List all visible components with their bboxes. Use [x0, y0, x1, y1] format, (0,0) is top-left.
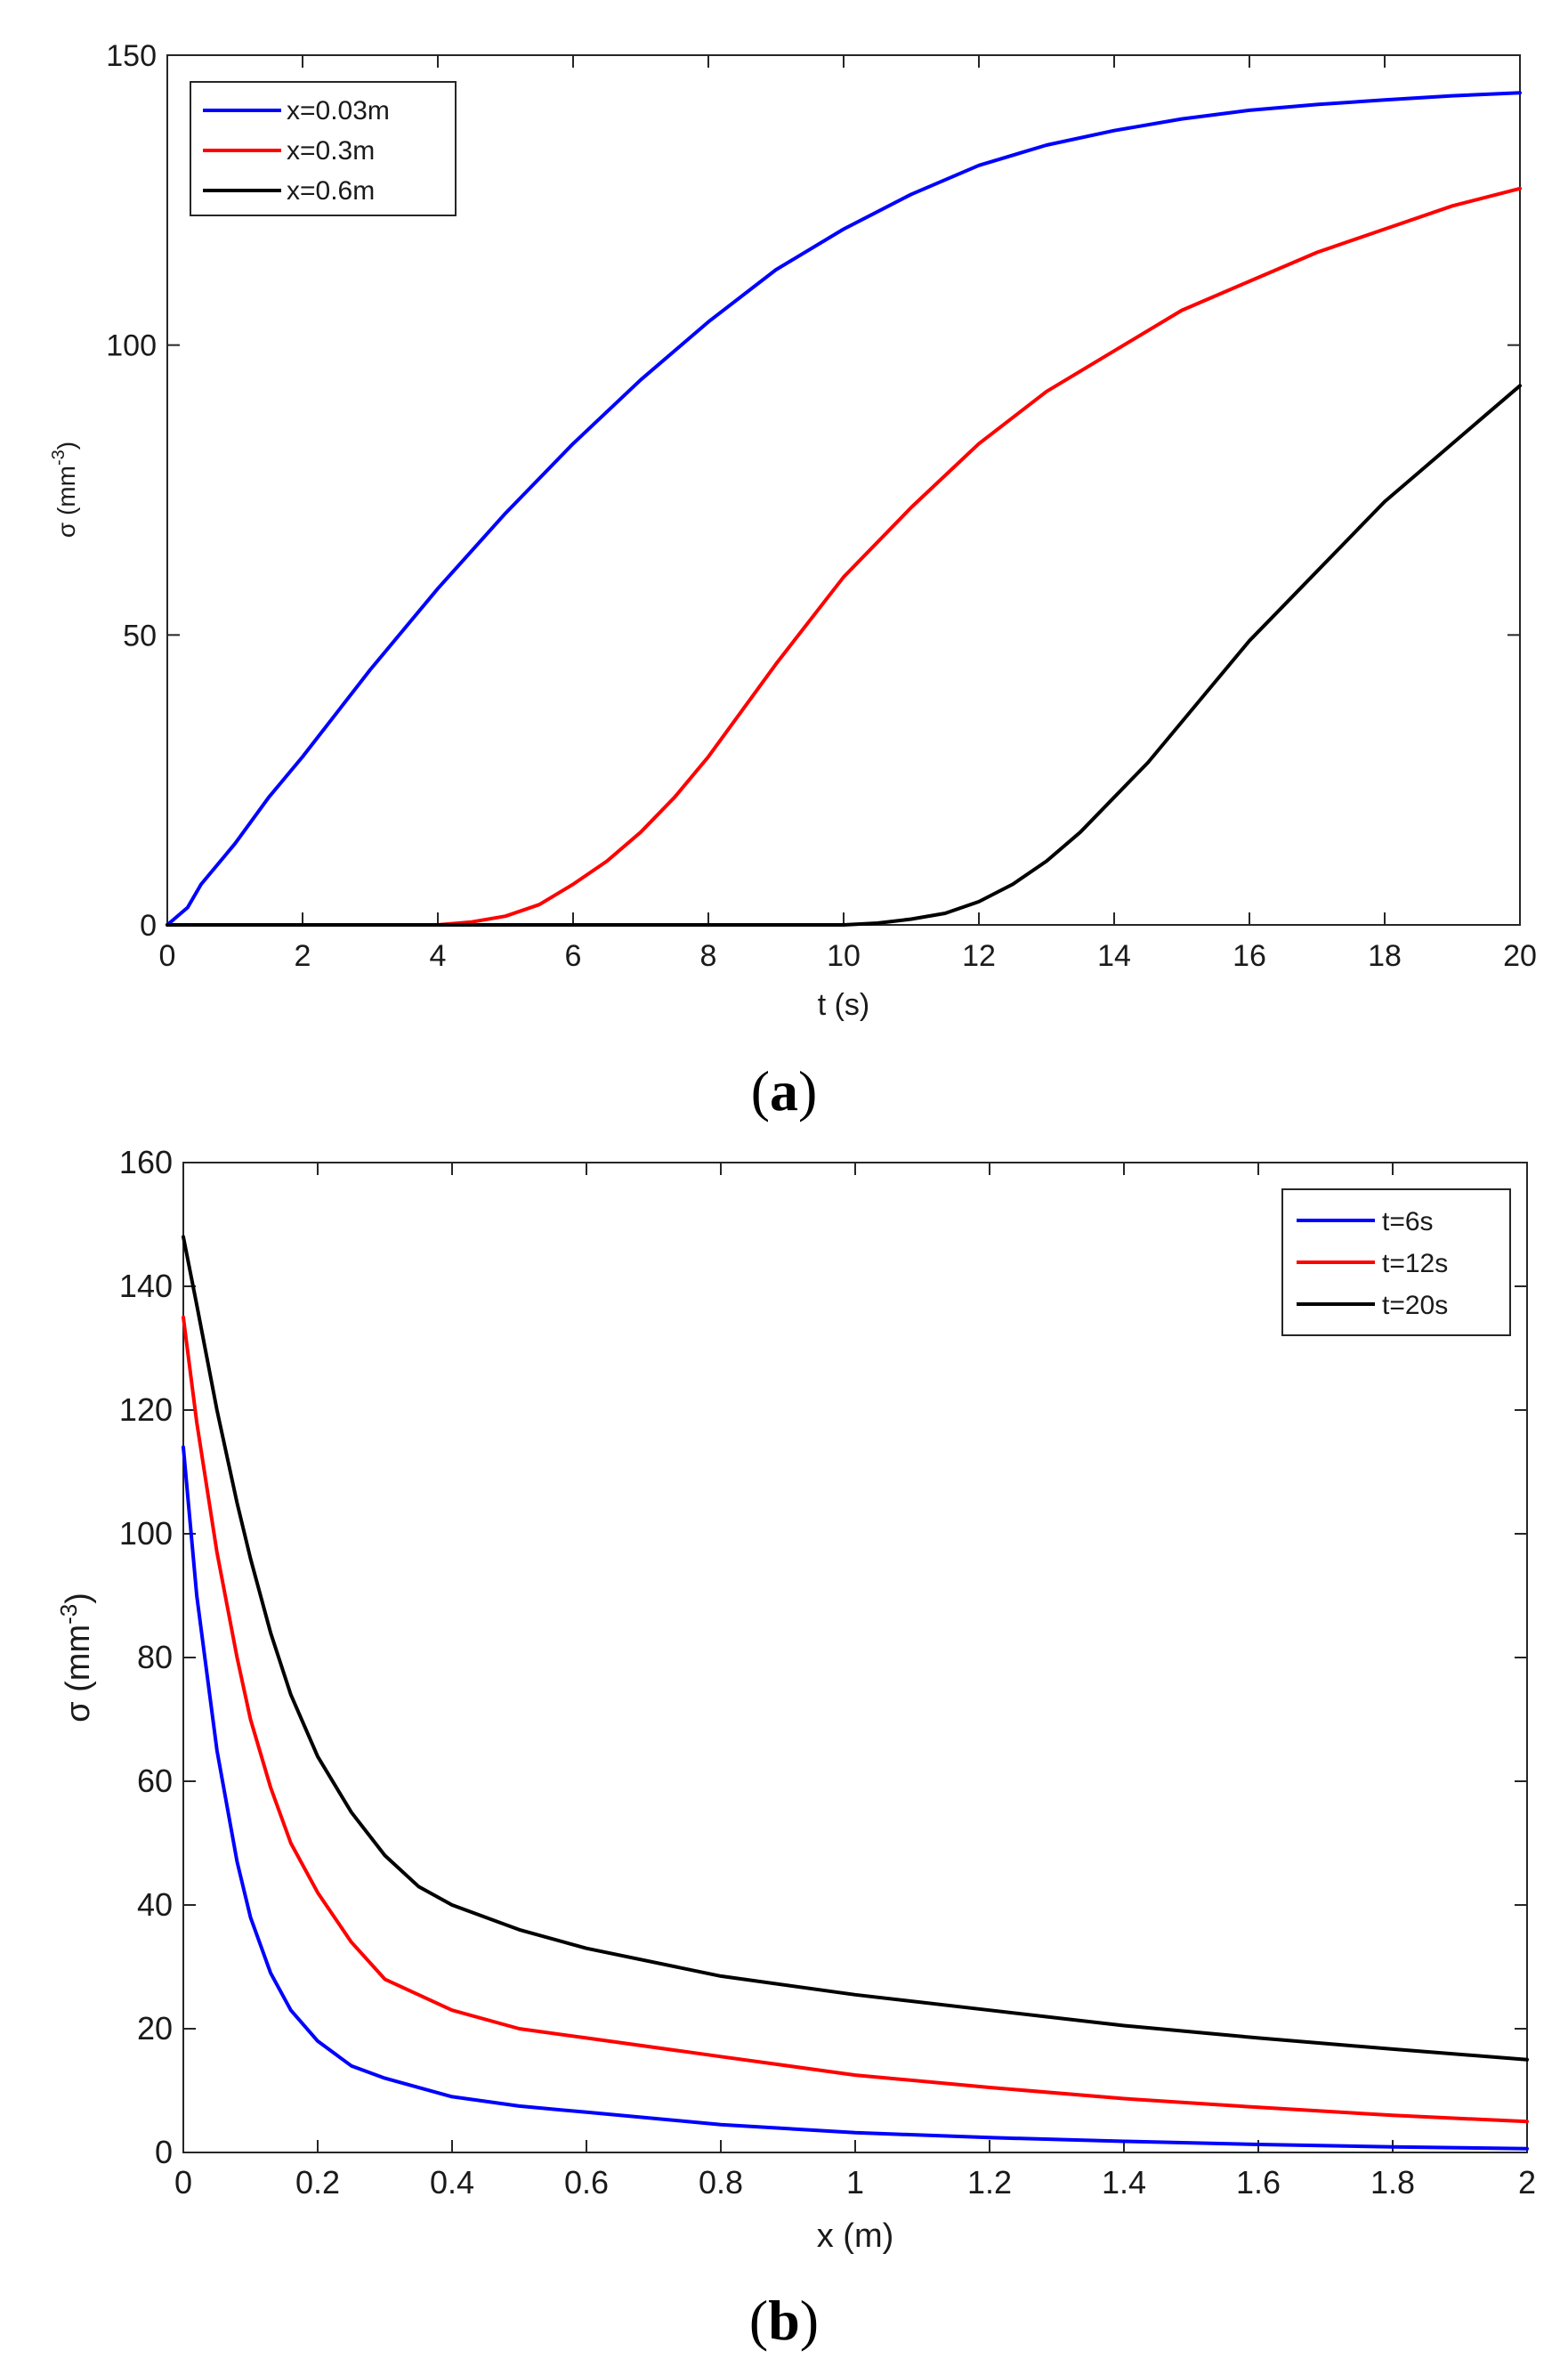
x-tick-label-b-6: 1.2 [967, 2164, 1012, 2201]
legend-label-a-1: x=0.3m [287, 136, 375, 166]
y-tick-label-a-1: 50 [123, 619, 157, 653]
y-axis-label-b: σ (mm-3) [55, 1593, 97, 1722]
panel-label-a: (a) [751, 1059, 818, 1123]
y-tick-label-b-5: 100 [119, 1515, 173, 1552]
x-tick-label-b-2: 0.4 [430, 2164, 474, 2201]
y-tick-label-b-2: 40 [137, 1886, 173, 1923]
series-line-b-0 [182, 1445, 1529, 2151]
x-axis-label-b: x (m) [817, 2217, 894, 2255]
y-tick-label-a-3: 150 [106, 39, 157, 73]
x-tick-label-b-1: 0.2 [295, 2164, 340, 2201]
legend-b: t=6s t=12s t=20s [1281, 1188, 1511, 1336]
chart-panel-a: 0 2 4 6 8 10 12 14 16 18 20 0 50 100 150 t (s) σ (mm-3… [49, 39, 1537, 1123]
ticks-b: 0 0.2 0.4 0.6 0.8 1 1.2 1.4 1.6 1.8 20204060801001… [119, 1144, 1536, 2201]
x-tick-label-a-5: 10 [827, 939, 861, 973]
legend-label-b-2: t=20s [1382, 1291, 1448, 1320]
x-tick-label-b-3: 0.6 [564, 2164, 609, 2201]
legend-a: x=0.03m x=0.3m x=0.6m [190, 81, 457, 216]
x-tick-label-a-9: 18 [1368, 939, 1402, 973]
x-tick-label-b-0: 0 [174, 2164, 192, 2201]
x-tick-label-b-7: 1.4 [1102, 2164, 1146, 2201]
ticks-a: 0 2 4 6 8 10 12 14 16 18 20 0 50 100 150 [106, 39, 1537, 973]
y-tick-label-b-6: 120 [119, 1391, 173, 1428]
y-tick-label-b-3: 60 [137, 1763, 173, 1799]
y-tick-label-b-1: 20 [137, 2010, 173, 2047]
y-tick-label-b-4: 80 [137, 1639, 173, 1675]
x-axis-label-a: t (s) [818, 988, 870, 1022]
y-tick-label-a-0: 0 [140, 909, 157, 943]
x-tick-label-a-1: 2 [295, 939, 311, 973]
x-tick-label-a-8: 16 [1233, 939, 1266, 973]
x-tick-label-a-6: 12 [962, 939, 996, 973]
chart-panel-b: 0 0.2 0.4 0.6 0.8 1 1.2 1.4 1.6 1.8 20204060801001… [55, 1144, 1536, 2352]
y-axis-label-a: σ (mm-3) [49, 442, 80, 538]
series-line-a-0 [166, 91, 1522, 927]
series-group-a [166, 91, 1522, 927]
legend-label-b-1: t=12s [1382, 1249, 1448, 1278]
series-line-b-2 [182, 1235, 1529, 2062]
y-tick-label-a-2: 100 [106, 329, 157, 363]
panel-label-b: (b) [749, 2289, 819, 2352]
y-tick-label-b-8: 160 [119, 1144, 173, 1180]
x-tick-label-a-0: 0 [159, 939, 176, 973]
x-tick-label-b-4: 0.8 [699, 2164, 743, 2201]
y-tick-label-b-0: 0 [155, 2134, 173, 2170]
x-tick-label-b-5: 1 [846, 2164, 864, 2201]
legend-label-a-2: x=0.6m [287, 176, 375, 206]
x-tick-label-b-8: 1.6 [1236, 2164, 1281, 2201]
series-line-b-1 [182, 1315, 1529, 2124]
legend-label-a-0: x=0.03m [287, 96, 390, 126]
x-tick-label-a-7: 14 [1097, 939, 1131, 973]
x-tick-label-a-2: 4 [430, 939, 447, 973]
x-tick-label-b-10: 2 [1518, 2164, 1536, 2201]
y-tick-label-b-7: 140 [119, 1268, 173, 1304]
x-tick-label-a-3: 6 [565, 939, 582, 973]
x-tick-label-a-10: 20 [1503, 939, 1537, 973]
x-tick-label-b-9: 1.8 [1370, 2164, 1415, 2201]
series-group-b [182, 1235, 1529, 2151]
series-line-a-1 [166, 186, 1522, 927]
x-tick-label-a-4: 8 [700, 939, 717, 973]
series-line-a-2 [166, 384, 1522, 927]
legend-label-b-0: t=6s [1382, 1207, 1434, 1236]
